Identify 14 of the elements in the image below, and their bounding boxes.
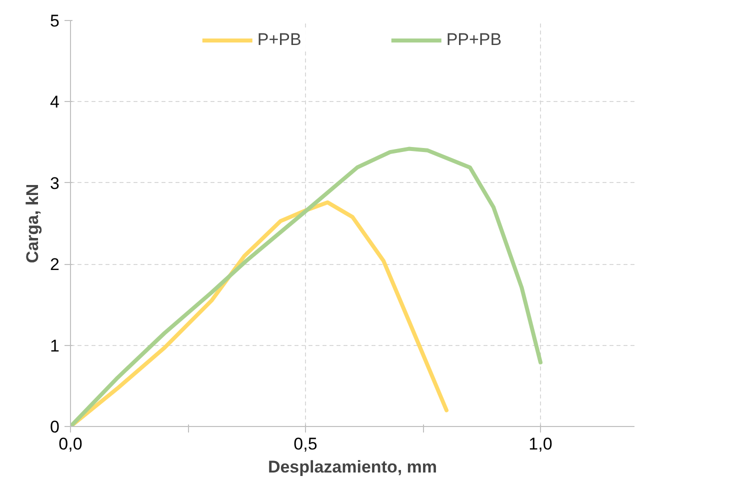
y-tick-label: 3 [50,174,60,193]
x-tick-label: 0,5 [294,434,318,454]
y-tick-label: 1 [50,336,60,356]
x-axis-title: Desplazamiento, mm [268,458,438,476]
y-tick-label: 0 [50,418,60,436]
y-tick-label: 2 [50,255,60,274]
y-tick-label: 5 [50,12,60,30]
y-axis-title: Carga, kN [23,184,42,264]
x-tick-label: 1,0 [528,434,552,454]
x-tick-label: 0,0 [58,434,82,454]
legend-label: PP+PB [446,30,502,50]
legend-label: P+PB [257,30,302,50]
line-series [70,146,542,426]
y-tick-label: 4 [50,92,60,112]
